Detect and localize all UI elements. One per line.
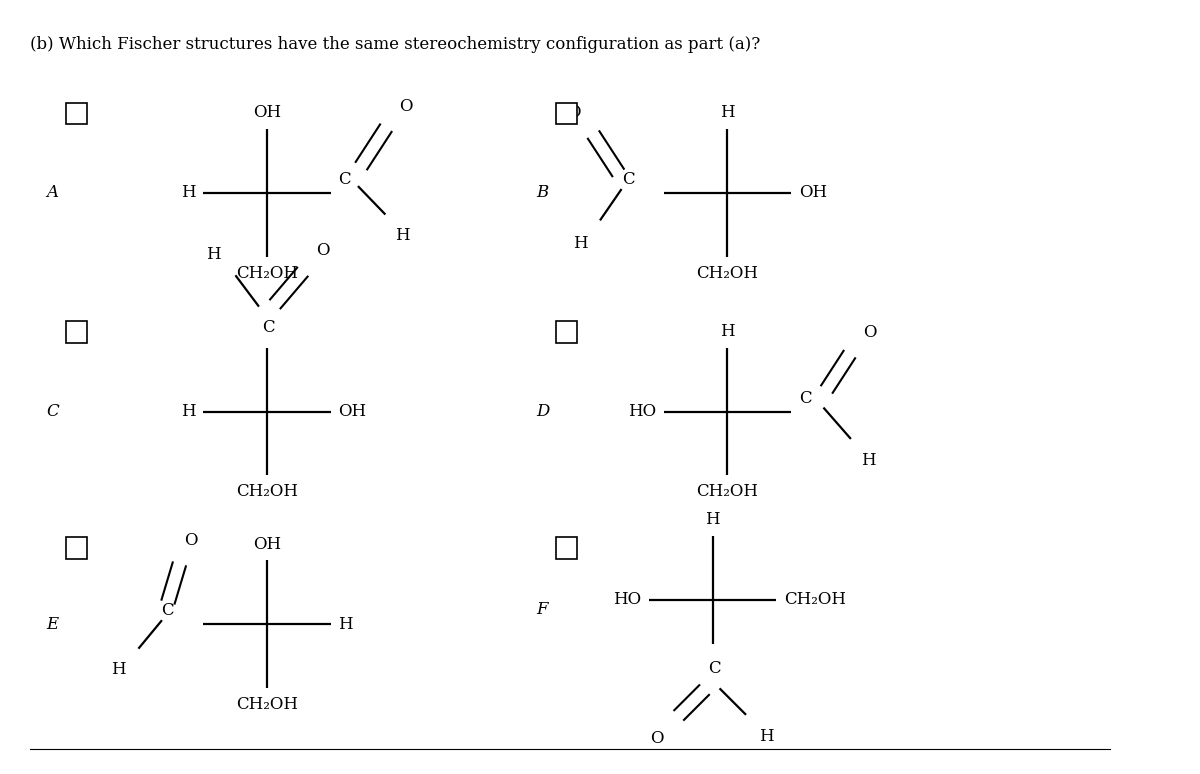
Text: H: H: [395, 228, 410, 245]
Text: H: H: [338, 615, 353, 632]
Text: H: H: [720, 323, 734, 340]
Text: OH: OH: [253, 104, 281, 122]
Text: H: H: [181, 184, 196, 201]
Text: H: H: [706, 511, 720, 528]
Text: CH₂OH: CH₂OH: [236, 265, 298, 282]
Text: E: E: [47, 615, 59, 632]
Text: CH₂OH: CH₂OH: [785, 591, 846, 608]
Text: H: H: [112, 662, 126, 678]
Text: A: A: [47, 184, 59, 201]
Text: H: H: [181, 403, 196, 420]
Text: H: H: [206, 245, 221, 262]
Text: O: O: [316, 241, 329, 259]
Text: H: H: [572, 235, 587, 252]
Bar: [556, 321, 577, 343]
Bar: [556, 537, 577, 559]
Bar: [66, 321, 88, 343]
Text: B: B: [536, 184, 548, 201]
Text: O: O: [863, 324, 876, 341]
Text: CH₂OH: CH₂OH: [696, 265, 758, 282]
Text: C: C: [263, 319, 275, 336]
Text: O: O: [185, 532, 198, 549]
Text: HO: HO: [628, 403, 656, 420]
Text: C: C: [47, 403, 59, 420]
Text: C: C: [799, 389, 811, 406]
Text: H: H: [860, 452, 875, 469]
Text: OH: OH: [799, 184, 827, 201]
Text: C: C: [338, 171, 350, 188]
Text: F: F: [536, 601, 547, 618]
Text: O: O: [566, 104, 581, 122]
Bar: [66, 537, 88, 559]
Bar: [66, 103, 88, 125]
Bar: [556, 103, 577, 125]
Text: O: O: [650, 731, 664, 748]
Text: CH₂OH: CH₂OH: [696, 483, 758, 500]
Text: C: C: [708, 660, 721, 677]
Text: C: C: [161, 602, 174, 619]
Text: CH₂OH: CH₂OH: [236, 483, 298, 500]
Text: H: H: [758, 728, 773, 745]
Text: O: O: [400, 98, 413, 115]
Text: (b) Which Fischer structures have the same stereochemistry configuration as part: (b) Which Fischer structures have the sa…: [30, 36, 760, 53]
Text: H: H: [720, 104, 734, 122]
Text: OH: OH: [253, 536, 281, 553]
Text: HO: HO: [613, 591, 641, 608]
Text: OH: OH: [338, 403, 366, 420]
Text: CH₂OH: CH₂OH: [236, 696, 298, 713]
Text: C: C: [622, 171, 635, 188]
Text: D: D: [536, 403, 550, 420]
